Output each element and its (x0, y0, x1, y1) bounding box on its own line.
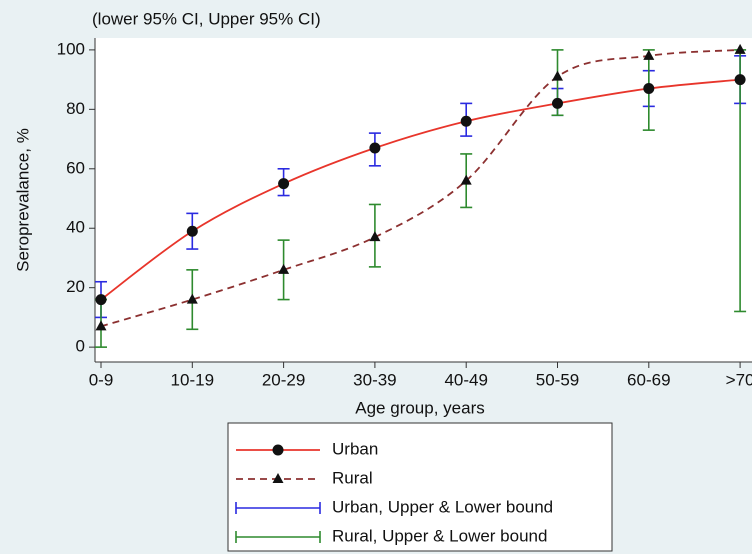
x-tick-label: 30-39 (353, 370, 396, 389)
point (734, 74, 746, 86)
x-tick-label: 0-9 (89, 370, 114, 389)
point (186, 293, 198, 304)
legend-label: Rural (332, 468, 373, 487)
y-tick-label: 0 (76, 337, 85, 356)
chart-title: (lower 95% CI, Upper 95% CI) (92, 9, 321, 28)
legend (227, 422, 613, 552)
point (95, 294, 107, 306)
legend-label: Urban, Upper & Lower bound (332, 497, 553, 516)
y-tick-label: 80 (66, 99, 85, 118)
legend-marker (272, 473, 284, 483)
y-tick-label: 20 (66, 277, 85, 296)
plot-area (95, 38, 752, 362)
point (552, 97, 563, 109)
legend-label: Rural, Upper & Lower bound (332, 526, 547, 545)
x-tick-label: 40-49 (444, 370, 487, 389)
legend-label: Urban (332, 439, 378, 458)
x-tick-label: >70 (726, 370, 752, 389)
point (460, 115, 472, 127)
point (460, 174, 472, 185)
y-tick-label: 40 (66, 218, 85, 237)
point (643, 83, 655, 95)
legend-marker (272, 444, 284, 456)
point (643, 49, 655, 60)
y-tick-label: 100 (57, 39, 85, 58)
x-tick-label: 50-59 (536, 370, 579, 389)
point (278, 178, 290, 190)
point (369, 142, 381, 154)
point (369, 231, 381, 242)
point (186, 225, 198, 237)
x-tick-label: 20-29 (262, 370, 305, 389)
y-axis-label: Seroprevalance, % (13, 128, 32, 272)
point (552, 70, 563, 81)
x-tick-label: 10-19 (171, 370, 214, 389)
x-axis-label: Age group, years (355, 398, 484, 417)
point (95, 320, 107, 331)
y-tick-label: 60 (66, 158, 85, 177)
series-line (100, 48, 741, 328)
point (278, 263, 290, 274)
x-tick-label: 60-69 (627, 370, 670, 389)
point (734, 43, 746, 54)
